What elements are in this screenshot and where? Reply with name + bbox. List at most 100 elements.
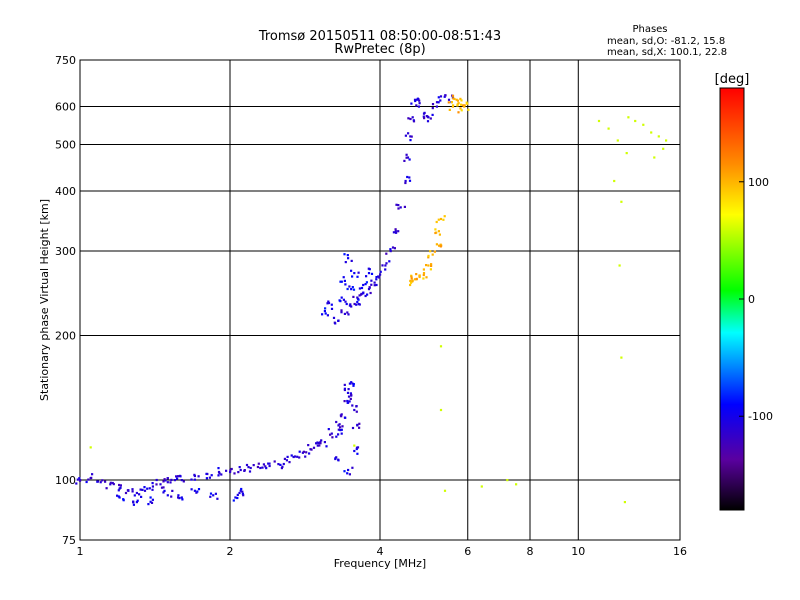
data-point — [431, 103, 435, 106]
data-point — [143, 486, 146, 489]
data-point — [422, 268, 425, 271]
data-point — [459, 97, 462, 100]
data-point — [319, 440, 322, 444]
data-point — [650, 131, 653, 134]
data-point — [335, 435, 338, 438]
data-point — [229, 469, 232, 472]
data-point — [415, 277, 418, 280]
data-point — [143, 489, 147, 492]
data-point — [353, 272, 356, 275]
data-point — [352, 383, 355, 386]
data-point — [375, 276, 378, 279]
data-point — [308, 452, 311, 455]
data-point — [616, 139, 619, 142]
data-point — [131, 488, 134, 491]
data-point — [193, 478, 196, 481]
data-point — [452, 97, 455, 100]
data-point — [104, 480, 107, 483]
data-point — [163, 478, 166, 481]
data-point — [343, 253, 346, 256]
data-point — [141, 488, 144, 491]
data-point — [348, 285, 351, 288]
x-tick-label: 8 — [527, 545, 534, 558]
data-point — [439, 95, 443, 98]
data-point — [344, 261, 347, 264]
data-point — [325, 445, 328, 448]
data-point — [209, 492, 213, 495]
data-point — [280, 467, 283, 470]
data-point — [321, 313, 324, 316]
data-point — [332, 316, 336, 319]
data-point — [312, 446, 316, 449]
data-point — [163, 489, 166, 492]
data-point — [431, 113, 434, 116]
data-point — [334, 322, 337, 325]
stats-x-mode: mean, sd,X: 100.1, 22.8 — [607, 47, 727, 58]
data-point — [229, 470, 232, 474]
data-point — [429, 117, 432, 120]
data-point — [435, 220, 438, 224]
data-point — [391, 246, 395, 249]
data-point — [467, 108, 470, 111]
data-point — [429, 250, 432, 253]
x-axis-label: Frequency [MHz] — [334, 557, 426, 570]
data-point — [105, 487, 108, 490]
y-tick-label: 500 — [55, 139, 76, 152]
data-point — [364, 283, 367, 286]
colorbar: [deg] 100 0 -100 — [715, 72, 773, 511]
data-point — [319, 442, 322, 445]
data-point — [335, 420, 338, 424]
data-point — [264, 465, 267, 468]
data-point — [393, 247, 396, 250]
data-point — [344, 283, 347, 286]
data-point — [285, 459, 288, 462]
data-point — [352, 288, 356, 291]
y-tick-labels: 75 100 200 300 400 500 600 750 — [55, 54, 76, 547]
y-tick-label: 200 — [55, 330, 76, 343]
data-point — [217, 470, 221, 474]
data-point — [351, 382, 354, 385]
data-point — [365, 275, 368, 278]
data-point — [409, 283, 412, 287]
data-point — [426, 120, 430, 123]
data-point — [339, 426, 342, 429]
data-point — [338, 423, 341, 426]
data-point — [162, 486, 165, 489]
data-point — [389, 248, 392, 251]
data-point — [456, 99, 460, 102]
data-point — [352, 384, 355, 387]
data-point — [346, 311, 349, 314]
x-tick-labels: 1 2 4 6 8 10 16 — [77, 545, 688, 558]
data-point — [457, 102, 460, 105]
data-point — [347, 468, 350, 472]
data-point — [234, 496, 237, 499]
data-point — [182, 480, 185, 483]
data-point — [339, 429, 342, 432]
data-point — [176, 477, 179, 480]
data-point — [355, 447, 358, 451]
data-point — [217, 474, 220, 477]
data-point — [444, 94, 447, 97]
data-point — [112, 483, 115, 486]
data-point — [368, 286, 371, 289]
data-point — [430, 264, 433, 267]
data-point — [196, 490, 199, 493]
data-point — [327, 428, 330, 431]
data-point — [439, 345, 443, 348]
data-point — [447, 98, 451, 101]
data-point — [91, 473, 94, 476]
data-point — [459, 107, 462, 110]
data-point — [422, 277, 425, 280]
data-point — [316, 444, 319, 447]
data-point — [410, 102, 413, 105]
data-point — [307, 444, 310, 447]
data-point — [433, 250, 436, 253]
data-point — [324, 307, 327, 310]
data-point — [337, 319, 340, 322]
data-point — [423, 111, 426, 114]
data-point — [379, 273, 382, 276]
data-point — [416, 97, 419, 100]
data-point — [351, 275, 354, 278]
data-point — [326, 302, 329, 305]
data-point — [315, 442, 318, 445]
